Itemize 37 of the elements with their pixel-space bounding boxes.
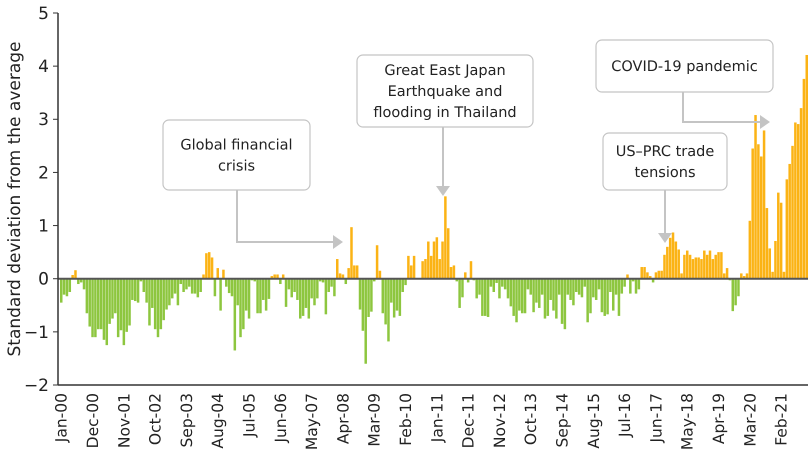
- x-tick-label: Mar-20: [741, 393, 760, 447]
- x-tick-label: May-18: [678, 393, 697, 450]
- x-tick-label: Nov-12: [490, 393, 509, 448]
- y-tick-label: 5: [38, 4, 49, 24]
- x-tick-label: Sep-03: [178, 393, 196, 448]
- y-tick-label: −2: [24, 376, 49, 396]
- x-tick-label: Aug-15: [584, 393, 603, 449]
- y-tick-label: 3: [38, 110, 49, 130]
- y-tick-label: −1: [24, 322, 49, 343]
- x-tick-label: Aug-04: [209, 393, 228, 449]
- x-tick-label: Mar-09: [366, 393, 384, 447]
- x-tick-label: Jul-16: [616, 393, 634, 438]
- x-tick-label: May-07: [303, 393, 322, 450]
- x-tick-label: Jun-17: [647, 393, 666, 444]
- annotation: US–PRC trade tensions: [616, 144, 714, 182]
- y-tick-label: 2: [38, 163, 49, 184]
- annotation: COVID-19 pandemic: [611, 59, 758, 76]
- x-tick-label: Oct-13: [522, 393, 540, 446]
- x-tick-label: Dec-00: [84, 393, 102, 448]
- x-tick-label: Apr-08: [334, 393, 352, 444]
- x-tick-label: Apr-19: [710, 393, 728, 444]
- x-tick-label: Oct-02: [146, 393, 165, 446]
- x-tick-label: Nov-01: [115, 393, 134, 448]
- y-tick-label: 0: [38, 270, 49, 290]
- annotation: Global financial crisis: [180, 138, 293, 175]
- x-tick-label: Jul-05: [240, 393, 258, 438]
- x-tick-label: Jun-06: [272, 393, 290, 444]
- x-tick-label: Feb-10: [396, 393, 415, 446]
- x-tick-label: Jan-11: [428, 393, 446, 444]
- x-tick-label: Jan-00: [52, 393, 71, 444]
- y-tick-label: 1: [38, 216, 49, 237]
- x-tick-label: Sep-14: [553, 393, 572, 448]
- x-tick-label: Feb-21: [772, 393, 791, 446]
- x-tick-label: Dec-11: [460, 393, 478, 448]
- y-axis-title: Standard deviation from the average: [5, 41, 25, 357]
- annotation: Great East Japan Earthquake and flooding in Thailand: [373, 63, 517, 122]
- y-tick-label: 4: [38, 57, 49, 78]
